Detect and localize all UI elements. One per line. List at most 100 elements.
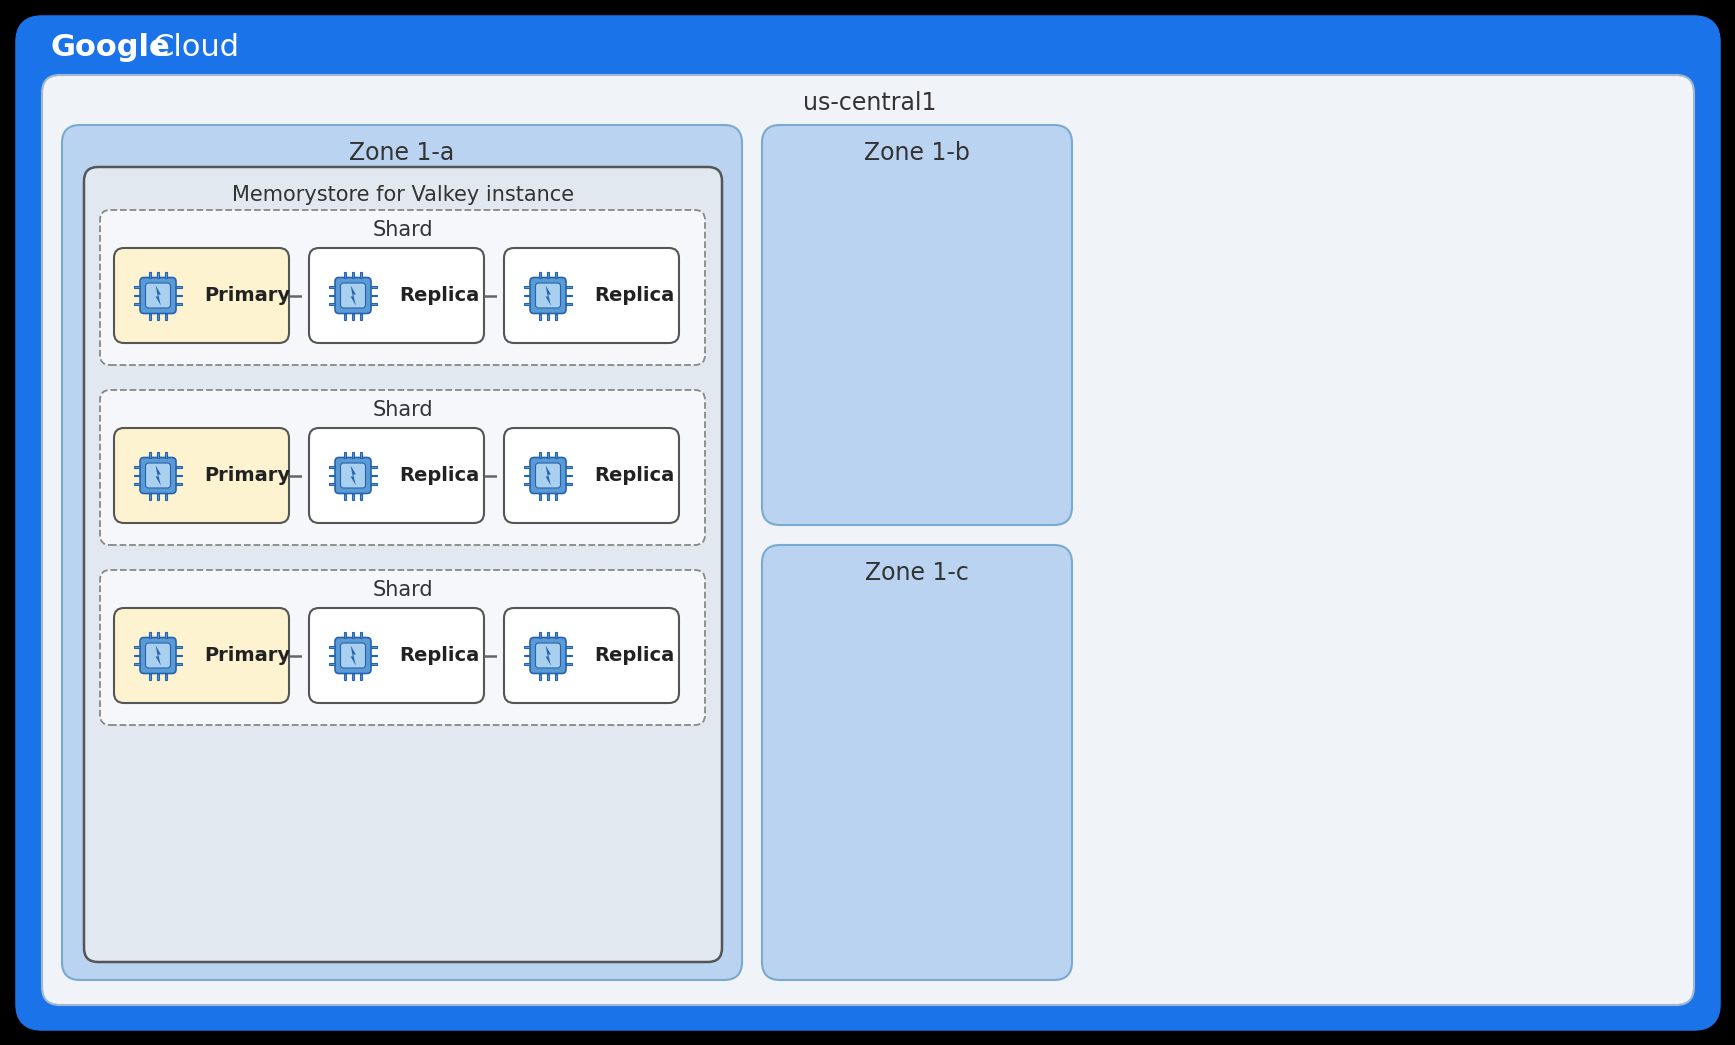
FancyBboxPatch shape (762, 545, 1072, 980)
FancyBboxPatch shape (335, 278, 371, 314)
Bar (165, 451, 167, 458)
FancyBboxPatch shape (146, 463, 170, 488)
FancyBboxPatch shape (309, 608, 484, 703)
Bar (330, 646, 335, 648)
Text: Replica: Replica (399, 646, 479, 665)
Text: Memorystore for Valkey instance: Memorystore for Valkey instance (232, 185, 574, 205)
Bar (175, 466, 182, 468)
Text: Cloud: Cloud (153, 33, 239, 63)
Bar (538, 451, 541, 458)
Bar (158, 631, 160, 637)
FancyBboxPatch shape (503, 428, 678, 522)
Bar (352, 272, 354, 278)
Bar (371, 286, 376, 288)
Bar (134, 483, 141, 485)
Bar (158, 673, 160, 679)
Bar (371, 646, 376, 648)
Bar (524, 646, 529, 648)
Bar (566, 466, 573, 468)
FancyBboxPatch shape (529, 637, 566, 673)
Text: Google: Google (50, 33, 170, 63)
Bar (524, 466, 529, 468)
Text: Replica: Replica (593, 646, 675, 665)
Bar (371, 654, 376, 656)
Text: Primary: Primary (205, 286, 290, 305)
Bar (361, 631, 363, 637)
Bar (330, 303, 335, 305)
Bar (352, 673, 354, 679)
Bar (566, 286, 573, 288)
Bar (524, 295, 529, 297)
Text: us-central1: us-central1 (803, 91, 937, 115)
FancyBboxPatch shape (141, 278, 175, 314)
Bar (330, 466, 335, 468)
Bar (134, 303, 141, 305)
Bar (566, 654, 573, 656)
FancyBboxPatch shape (536, 463, 560, 488)
Bar (555, 451, 557, 458)
Text: Zone 1-b: Zone 1-b (864, 141, 970, 165)
Bar (134, 474, 141, 477)
Bar (175, 483, 182, 485)
Bar (149, 272, 151, 278)
Bar (134, 654, 141, 656)
Bar (371, 295, 376, 297)
Bar (165, 493, 167, 500)
Polygon shape (156, 465, 161, 486)
Bar (566, 474, 573, 477)
Text: Replica: Replica (593, 286, 675, 305)
Bar (555, 493, 557, 500)
Bar (158, 272, 160, 278)
Text: Shard: Shard (373, 220, 432, 240)
Bar (361, 451, 363, 458)
Bar (175, 663, 182, 665)
Bar (371, 483, 376, 485)
FancyBboxPatch shape (529, 458, 566, 493)
FancyBboxPatch shape (503, 608, 678, 703)
Polygon shape (156, 646, 161, 666)
Bar (158, 451, 160, 458)
Bar (524, 483, 529, 485)
Bar (330, 295, 335, 297)
Bar (344, 631, 345, 637)
FancyBboxPatch shape (340, 463, 366, 488)
Bar (330, 474, 335, 477)
FancyBboxPatch shape (141, 458, 175, 493)
FancyBboxPatch shape (83, 167, 722, 962)
Bar (555, 631, 557, 637)
FancyBboxPatch shape (309, 248, 484, 343)
Bar (149, 673, 151, 679)
FancyBboxPatch shape (340, 643, 366, 668)
Bar (555, 673, 557, 679)
Text: Zone 1-c: Zone 1-c (866, 561, 968, 585)
Text: Primary: Primary (205, 466, 290, 485)
Bar (538, 673, 541, 679)
FancyBboxPatch shape (101, 390, 704, 545)
Text: Shard: Shard (373, 580, 432, 600)
Bar (344, 493, 345, 500)
Bar (134, 286, 141, 288)
Bar (330, 286, 335, 288)
Polygon shape (545, 465, 552, 486)
FancyBboxPatch shape (101, 210, 704, 365)
Bar (566, 483, 573, 485)
Bar (566, 646, 573, 648)
Text: Replica: Replica (399, 286, 479, 305)
Bar (547, 314, 548, 320)
Bar (175, 474, 182, 477)
FancyBboxPatch shape (335, 637, 371, 673)
FancyBboxPatch shape (115, 248, 290, 343)
Bar (352, 631, 354, 637)
Bar (158, 493, 160, 500)
Bar (524, 474, 529, 477)
Bar (175, 646, 182, 648)
Bar (149, 314, 151, 320)
Bar (330, 483, 335, 485)
Text: Replica: Replica (399, 466, 479, 485)
FancyBboxPatch shape (141, 637, 175, 673)
Bar (165, 673, 167, 679)
Bar (371, 663, 376, 665)
Bar (175, 654, 182, 656)
Polygon shape (350, 285, 356, 305)
Bar (524, 286, 529, 288)
